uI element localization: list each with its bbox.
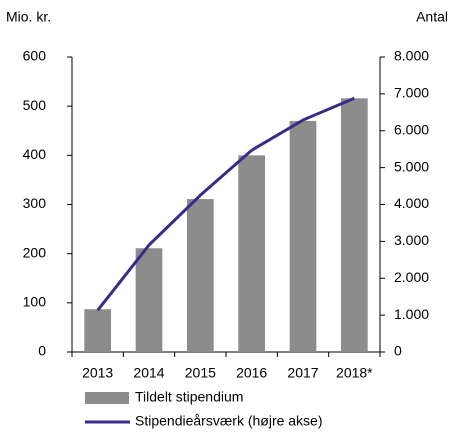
x-tick-label: 2013 — [82, 365, 113, 381]
y2-tick-label: 7.000 — [394, 85, 429, 101]
y-tick-label: 200 — [23, 244, 47, 260]
bar — [84, 309, 112, 352]
y-axis-title: Mio. kr. — [6, 9, 51, 25]
y2-axis-title: Antal — [416, 9, 448, 25]
x-tick-label: 2016 — [236, 365, 267, 381]
y2-tick-label: 2.000 — [394, 269, 429, 285]
x-tick-label: 2014 — [133, 365, 164, 381]
legend-label: Stipendieårsværk (højre akse) — [135, 413, 323, 429]
y-tick-label: 0 — [38, 343, 46, 359]
bar — [289, 120, 317, 353]
y-tick-label: 600 — [23, 48, 47, 64]
y-tick-label: 100 — [23, 294, 47, 310]
y2-tick-label: 5.000 — [394, 158, 429, 174]
y2-tick-label: 4.000 — [394, 195, 429, 211]
y2-tick-label: 1.000 — [394, 306, 429, 322]
line — [96, 96, 355, 312]
legend-label: Tildelt stipendium — [135, 389, 243, 405]
y-tick-label: 400 — [23, 146, 47, 162]
x-tick-label: 2018* — [336, 365, 373, 381]
bar — [238, 155, 266, 352]
legend-swatch — [85, 392, 129, 404]
y-tick-label: 300 — [23, 195, 47, 211]
bar — [340, 98, 368, 352]
y2-tick-label: 3.000 — [394, 232, 429, 248]
bar — [135, 248, 163, 352]
y2-tick-label: 6.000 — [394, 121, 429, 137]
bar — [186, 199, 214, 352]
y2-tick-label: 8.000 — [394, 48, 429, 64]
x-tick-label: 2017 — [287, 365, 318, 381]
y-tick-label: 500 — [23, 97, 47, 113]
x-tick-label: 2015 — [185, 365, 216, 381]
y2-tick-label: 0 — [394, 343, 402, 359]
